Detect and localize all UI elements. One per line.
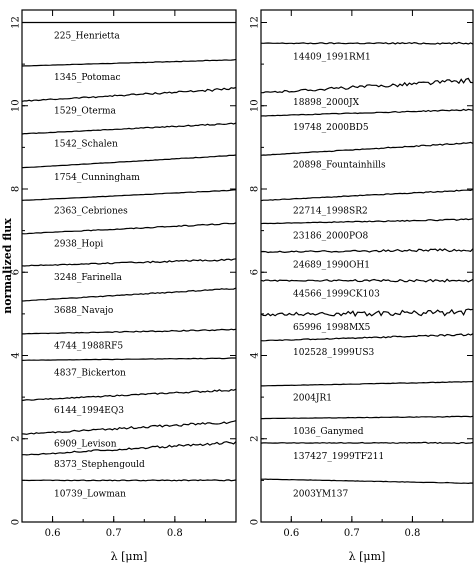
series-label: 1345_Potomac	[54, 73, 121, 83]
spectrum-line	[260, 141, 474, 156]
series-label: 2004JR1	[293, 394, 332, 404]
series-label: 22714_1998SR2	[293, 206, 368, 216]
series-label: 4837_Bickerton	[54, 369, 126, 379]
spectrum-line	[22, 479, 237, 482]
series-label: 2363_Cebriones	[54, 206, 128, 216]
spectrum-line	[260, 333, 474, 342]
y-tick-label: 2	[11, 436, 22, 442]
spectrum-line	[260, 218, 474, 225]
spectrum-line	[21, 222, 237, 235]
spectrum-line	[260, 308, 474, 318]
spectrum-line	[260, 278, 474, 283]
y-tick-label: 10	[250, 99, 261, 112]
series-label: 18898_2000JX	[293, 98, 360, 108]
y-tick-label: 2	[250, 436, 261, 442]
x-axis-label: λ [μm]	[111, 550, 148, 563]
series-label: 3688_Navajo	[54, 306, 113, 316]
series-label: 24689_1990OH1	[293, 260, 370, 270]
x-tick-label: 0.8	[404, 528, 420, 539]
series-label: 1542_Schalen	[54, 140, 118, 150]
spectrum-line	[260, 108, 474, 117]
series-label: 20898_Fountainhills	[293, 161, 386, 171]
spectrum-line	[261, 415, 474, 420]
spectrum-line	[22, 328, 237, 335]
y-tick-label: 0	[250, 519, 261, 525]
spectrum-line	[260, 441, 474, 445]
y-tick-label: 4	[11, 352, 22, 358]
x-tick-label: 0.6	[283, 528, 299, 539]
spectrum-line	[260, 77, 474, 94]
series-label: 225_Henrietta	[54, 31, 120, 41]
series-label: 6144_1994EQ3	[54, 406, 124, 416]
series-label: 1754_Cunningham	[54, 173, 140, 183]
spectrum-line	[261, 478, 474, 485]
y-tick-label: 10	[11, 99, 22, 112]
series-label: 2938_Hopi	[54, 240, 103, 250]
series-label: 102528_1999US3	[293, 348, 375, 358]
spectrum-line	[260, 41, 474, 45]
spectrum-line	[21, 420, 237, 435]
spectrum-line	[21, 122, 237, 135]
series-label: 137427_1999TF211	[293, 452, 384, 462]
y-tick-label: 6	[250, 269, 261, 275]
spectrum-line	[21, 258, 237, 267]
spectrum-line	[21, 189, 237, 201]
spectrum-line	[21, 388, 237, 402]
plot-frame	[260, 9, 474, 523]
series-label: 1036_Ganymed	[293, 427, 364, 437]
y-tick-label: 4	[250, 352, 261, 358]
series-label: 65996_1998MX5	[293, 323, 371, 333]
series-label: 1529_Oterma	[54, 106, 117, 116]
series-label: 44566_1999CK103	[293, 290, 380, 300]
series-label: 3248_Farinella	[54, 273, 122, 283]
x-axis-label: λ [μm]	[349, 550, 386, 563]
spectrum-line	[260, 248, 474, 254]
y-tick-label: 6	[11, 269, 22, 275]
spectrum-line	[260, 188, 474, 202]
spectrum-line	[21, 58, 237, 67]
chart-panel-1: 0.6 0.7 0.8 0 2 4 6 8 10 12 λ [μm] normalized flux 2…	[1, 9, 237, 563]
series-label: 10739_Lowman	[54, 489, 126, 499]
x-tick-label: 0.6	[45, 528, 61, 539]
series-label: 6909_Levison	[54, 439, 117, 449]
series-label: 19748_2000BD5	[293, 123, 369, 133]
spectrum-line	[21, 86, 237, 102]
spectrum-line	[21, 357, 236, 361]
y-tick-label: 8	[11, 186, 22, 192]
x-tick-label: 0.8	[167, 528, 183, 539]
series-label: 8373_Stephengould	[54, 460, 145, 470]
chart-panel-2: 0.6 0.7 0.8 0 2 4 6 8 10 12 λ [μm] 14409_1991RM1 188…	[250, 9, 474, 563]
y-tick-label: 8	[250, 186, 261, 192]
y-tick-label: 12	[250, 16, 261, 29]
x-tick-label: 0.7	[106, 528, 122, 539]
series-label: 4744_1988RF5	[54, 342, 123, 352]
spectrum-line	[21, 287, 237, 302]
y-tick-label: 0	[11, 519, 22, 525]
spectrum-line	[22, 441, 237, 456]
spectrum-line	[261, 380, 474, 387]
y-axis-label: normalized flux	[1, 218, 14, 314]
y-tick-label: 12	[11, 16, 22, 29]
series-label: 23186_2000PO8	[293, 231, 368, 241]
series-label: 14409_1991RM1	[293, 52, 371, 62]
series-label: 2003YM137	[293, 489, 349, 499]
x-tick-label: 0.7	[344, 528, 360, 539]
spectrum-line	[21, 154, 237, 169]
